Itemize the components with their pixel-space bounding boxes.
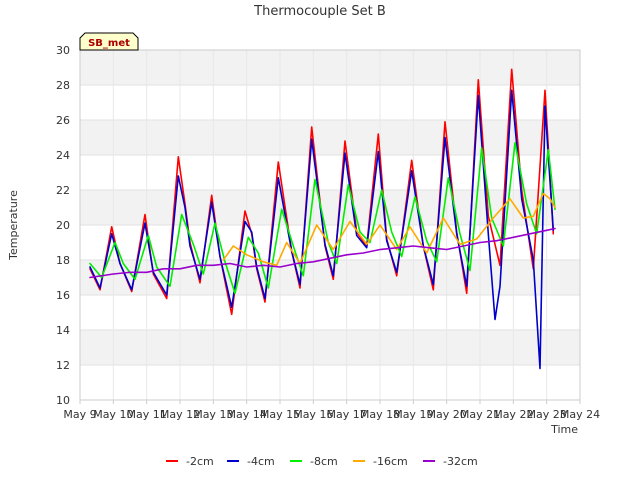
x-tick-label: May 10 [93, 408, 133, 421]
plot-band [80, 365, 580, 400]
y-tick-label: 12 [56, 359, 70, 372]
y-tick-label: 26 [56, 114, 70, 127]
annotation-label: SB_met [88, 38, 130, 49]
plot-border [79, 49, 581, 401]
y-tick-label: 14 [56, 324, 70, 337]
plot-band [80, 155, 580, 190]
x-tick-label: May 20 [427, 408, 467, 421]
y-tick-label: 22 [56, 184, 70, 197]
series-line [89, 89, 555, 370]
plot-band [80, 330, 580, 365]
plot-background [80, 50, 580, 400]
annotation-box: SB_met [79, 32, 139, 51]
legend-label: -2cm [186, 455, 214, 468]
plot-band [80, 120, 580, 155]
x-tick-label: May 24 [560, 408, 600, 421]
y-tick-label: 20 [56, 219, 70, 232]
y-tick-label: 16 [56, 289, 70, 302]
legend-label: -32cm [443, 455, 478, 468]
y-tick-label: 18 [56, 254, 70, 267]
x-tick-label: May 17 [327, 408, 367, 421]
x-tick-label: May 16 [293, 408, 333, 421]
x-tick-label: May 18 [360, 408, 400, 421]
legend-label: -4cm [247, 455, 275, 468]
x-tick-label: May 9 [63, 408, 96, 421]
x-axis-label: Time [550, 423, 578, 436]
series-line [222, 192, 556, 267]
x-tick-label: May 13 [193, 408, 233, 421]
series-layer [89, 68, 556, 370]
series-line [89, 227, 556, 279]
x-tick-label: May 15 [260, 408, 300, 421]
legend: -2cm -4cm -8cm -16cm -32cm [166, 455, 478, 468]
x-tick-label: May 14 [227, 408, 267, 421]
x-tick-label: May 19 [393, 408, 433, 421]
legend-label: -16cm [373, 455, 408, 468]
x-tick-label: May 12 [160, 408, 200, 421]
x-tick-label: May 11 [127, 408, 167, 421]
y-tick-label: 24 [56, 149, 70, 162]
plot-band [80, 190, 580, 225]
y-tick-label: 10 [56, 394, 70, 407]
x-tick-label: May 23 [527, 408, 567, 421]
y-tick-label: 28 [56, 79, 70, 92]
y-axis-label: Temperature [7, 190, 20, 261]
chart-title: Thermocouple Set B [253, 4, 386, 19]
x-tick-label: May 21 [460, 408, 500, 421]
plot-band [80, 295, 580, 330]
y-axis: 10 12 14 16 18 20 22 24 26 28 30 [56, 44, 70, 407]
plot-band [80, 50, 580, 85]
legend-label: -8cm [310, 455, 338, 468]
plot-band [80, 85, 580, 120]
x-tick-label: May 22 [493, 408, 533, 421]
y-tick-label: 30 [56, 44, 70, 57]
